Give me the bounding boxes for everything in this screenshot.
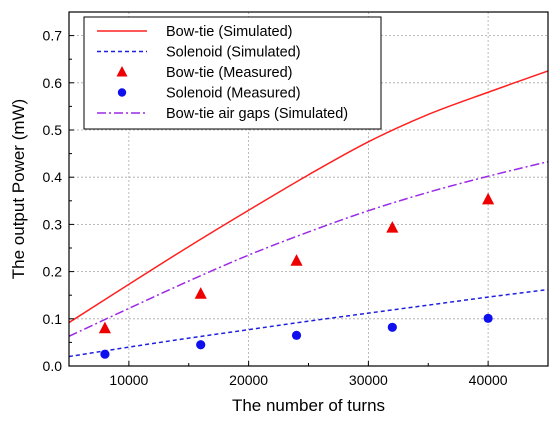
y-tick-label: 0.2 xyxy=(43,264,63,280)
y-tick-label: 0.0 xyxy=(43,358,63,374)
point-solenoid-measured xyxy=(100,349,110,359)
legend: Bow-tie (Simulated) Solenoid (Simulated) B… xyxy=(83,16,382,130)
legend-label-bow-tie-air-gaps-simulated: Bow-tie air gaps (Simulated) xyxy=(166,106,348,122)
x-tick-label: 10000 xyxy=(109,372,148,388)
point-bow-tie-measured xyxy=(194,287,207,299)
x-tick-label: 20000 xyxy=(229,372,268,388)
legend-label-bow-tie-simulated: Bow-tie (Simulated) xyxy=(166,24,293,40)
legend-label-solenoid-measured: Solenoid (Measured) xyxy=(166,86,301,102)
y-tick-label: 0.7 xyxy=(43,28,63,44)
series-bow-tie-simulated xyxy=(69,70,548,324)
legend-swatch-bow-tie-measured xyxy=(116,66,128,77)
point-bow-tie-measured xyxy=(386,221,399,233)
point-solenoid-measured xyxy=(291,330,302,340)
point-solenoid-measured xyxy=(196,340,206,350)
y-tick-label: 0.4 xyxy=(43,169,63,185)
legend-box xyxy=(83,16,382,130)
x-axis-title: The number of turns xyxy=(232,396,385,415)
grid-lines xyxy=(69,12,548,366)
point-solenoid-measured xyxy=(483,313,493,323)
y-tick-label: 0.3 xyxy=(43,216,63,232)
axis-ticks: 10000 20000 30000 40000 0.0 0.1 0.2 0.3 0.4 0.5 0.… xyxy=(43,11,549,388)
x-tick-label: 30000 xyxy=(349,372,388,388)
point-bow-tie-measured xyxy=(482,192,495,205)
legend-swatch-solenoid-measured xyxy=(117,88,127,97)
y-axis-title: The output Power (mW) xyxy=(9,99,28,279)
point-solenoid-measured xyxy=(387,322,397,332)
y-tick-label: 0.5 xyxy=(43,122,63,138)
y-tick-label: 0.1 xyxy=(43,311,63,327)
legend-label-bow-tie-measured: Bow-tie (Measured) xyxy=(166,65,293,81)
legend-label-solenoid-simulated: Solenoid (Simulated) xyxy=(166,45,301,61)
series-solenoid-simulated xyxy=(69,288,548,358)
series-layer xyxy=(69,70,548,359)
series-bow-tie-air-gaps-simulated xyxy=(69,160,548,337)
x-tick-label: 40000 xyxy=(469,372,508,388)
y-tick-label: 0.6 xyxy=(43,75,63,91)
point-bow-tie-measured xyxy=(290,254,303,266)
point-bow-tie-measured xyxy=(98,321,111,334)
